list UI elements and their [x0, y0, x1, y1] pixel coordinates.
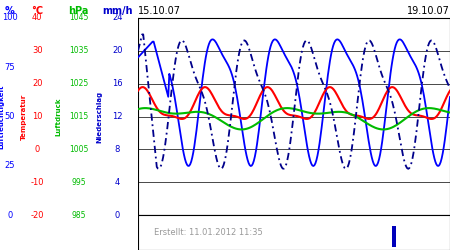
Text: 20: 20: [112, 46, 122, 55]
Text: 0: 0: [35, 145, 40, 154]
Text: 0: 0: [115, 210, 120, 220]
Text: 20: 20: [32, 79, 42, 88]
Text: 1015: 1015: [69, 112, 88, 121]
Text: 995: 995: [72, 178, 86, 187]
Text: °C: °C: [31, 6, 43, 16]
Text: Temperatur: Temperatur: [21, 93, 27, 140]
Text: 8: 8: [115, 145, 120, 154]
Text: mm/h: mm/h: [102, 6, 133, 16]
Text: 0: 0: [7, 210, 12, 220]
Text: Luftfeuchtigkeit: Luftfeuchtigkeit: [0, 84, 4, 149]
Text: 24: 24: [112, 14, 122, 22]
Text: Luftdruck: Luftdruck: [55, 97, 61, 136]
Text: 1035: 1035: [69, 46, 88, 55]
Text: 50: 50: [4, 112, 15, 121]
Text: 12: 12: [112, 112, 122, 121]
Text: Niederschlag: Niederschlag: [96, 90, 102, 142]
Text: 10: 10: [32, 112, 42, 121]
Text: 100: 100: [2, 14, 18, 22]
Text: 25: 25: [4, 161, 15, 170]
Text: 16: 16: [112, 79, 122, 88]
Text: 1025: 1025: [69, 79, 88, 88]
Text: Erstellt: 11.01.2012 11:35: Erstellt: 11.01.2012 11:35: [153, 228, 262, 237]
Text: hPa: hPa: [68, 6, 89, 16]
Bar: [392, 226, 396, 246]
Text: 4: 4: [115, 178, 120, 187]
Text: 1005: 1005: [69, 145, 88, 154]
Text: %: %: [5, 6, 14, 16]
Text: 15.10.07: 15.10.07: [138, 6, 181, 16]
Text: 1045: 1045: [69, 14, 88, 22]
Text: 30: 30: [32, 46, 43, 55]
Text: 19.10.07: 19.10.07: [407, 6, 450, 16]
Text: -20: -20: [31, 210, 44, 220]
Text: 985: 985: [72, 210, 86, 220]
Text: -10: -10: [31, 178, 44, 187]
Text: 40: 40: [32, 14, 42, 22]
Text: 75: 75: [4, 63, 15, 72]
